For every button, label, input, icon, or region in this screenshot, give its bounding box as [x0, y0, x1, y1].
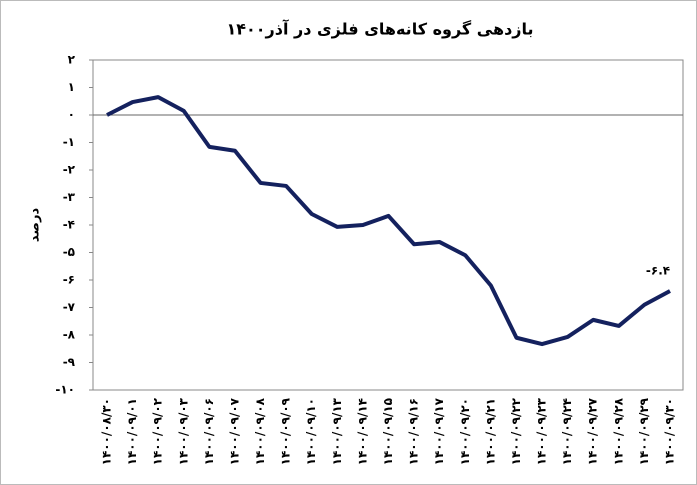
x-tick-label: ۱۴۰۰/۰۹/۰۶: [202, 398, 216, 465]
chart-title: بازدهی گروه کانه‌های فلزی در آذر۱۴۰۰: [226, 19, 533, 39]
y-tick-label: -۹: [63, 355, 76, 369]
y-tick-label: -۵: [63, 245, 75, 259]
x-tick-label: ۱۴۰۰/۰۹/۲۲: [509, 397, 523, 465]
x-tick-label: ۱۴۰۰/۰۹/۱۷: [432, 397, 446, 465]
x-tick-label: ۱۴۰۰/۰۹/۲۳: [535, 397, 549, 465]
x-tick-label: ۱۴۰۰/۰۹/۰۳: [176, 397, 190, 465]
y-tick-label: -۱: [63, 135, 75, 149]
y-tick-label: ۲: [68, 53, 76, 67]
y-tick-label: -۲: [63, 163, 76, 177]
y-tick-label: -۱۰: [55, 383, 75, 397]
x-tick-label: ۱۴۰۰/۰۹/۱۶: [407, 398, 421, 465]
x-tick-label: ۱۴۰۰/۰۹/۱۳: [330, 397, 344, 465]
x-tick-label: ۱۴۰۰/۰۹/۱۵: [381, 398, 395, 465]
data-label: -۶.۴: [646, 264, 670, 278]
x-tick-label: ۱۴۰۰/۰۹/۲۷: [586, 397, 600, 465]
y-tick-label: -۳: [63, 190, 76, 204]
y-axis-label: درصد: [28, 208, 43, 243]
x-tick-label: ۱۴۰۰/۰۹/۲۱: [483, 398, 497, 465]
y-tick-label: ۰: [68, 108, 75, 122]
y-tick-label: ۱: [68, 80, 75, 94]
x-tick-label: ۱۴۰۰/۰۹/۰۸: [253, 397, 267, 465]
x-tick-label: ۱۴۰۰/۰۹/۲۸: [611, 397, 625, 465]
x-tick-label: ۱۴۰۰/۰۹/۲۰: [458, 398, 472, 465]
x-tick-label: ۱۴۰۰/۰۹/۲۹: [637, 397, 651, 465]
x-tick-label: ۱۴۰۰/۰۹/۰۱: [125, 398, 139, 465]
x-tick-label: ۱۴۰۰/۰۸/۳۰: [100, 398, 114, 465]
line: [106, 95, 671, 347]
y-tick-label: -۴: [63, 218, 75, 232]
y-tick-label: -۷: [63, 300, 76, 314]
x-tick-label: ۱۴۰۰/۰۹/۳۰: [663, 398, 677, 465]
x-tick-label: ۱۴۰۰/۰۹/۰۷: [227, 397, 241, 465]
x-tick-label: ۱۴۰۰/۰۹/۲۴: [560, 398, 574, 465]
x-tick-label: ۱۴۰۰/۰۹/۱۴: [355, 398, 369, 465]
x-tick-label: ۱۴۰۰/۰۹/۱۰: [304, 398, 318, 465]
y-tick-label: -۸: [63, 328, 76, 342]
y-tick-label: -۶: [63, 273, 75, 287]
x-tick-label: ۱۴۰۰/۰۹/۰۹: [279, 397, 293, 465]
x-tick-label: ۱۴۰۰/۰۹/۰۲: [151, 397, 165, 465]
